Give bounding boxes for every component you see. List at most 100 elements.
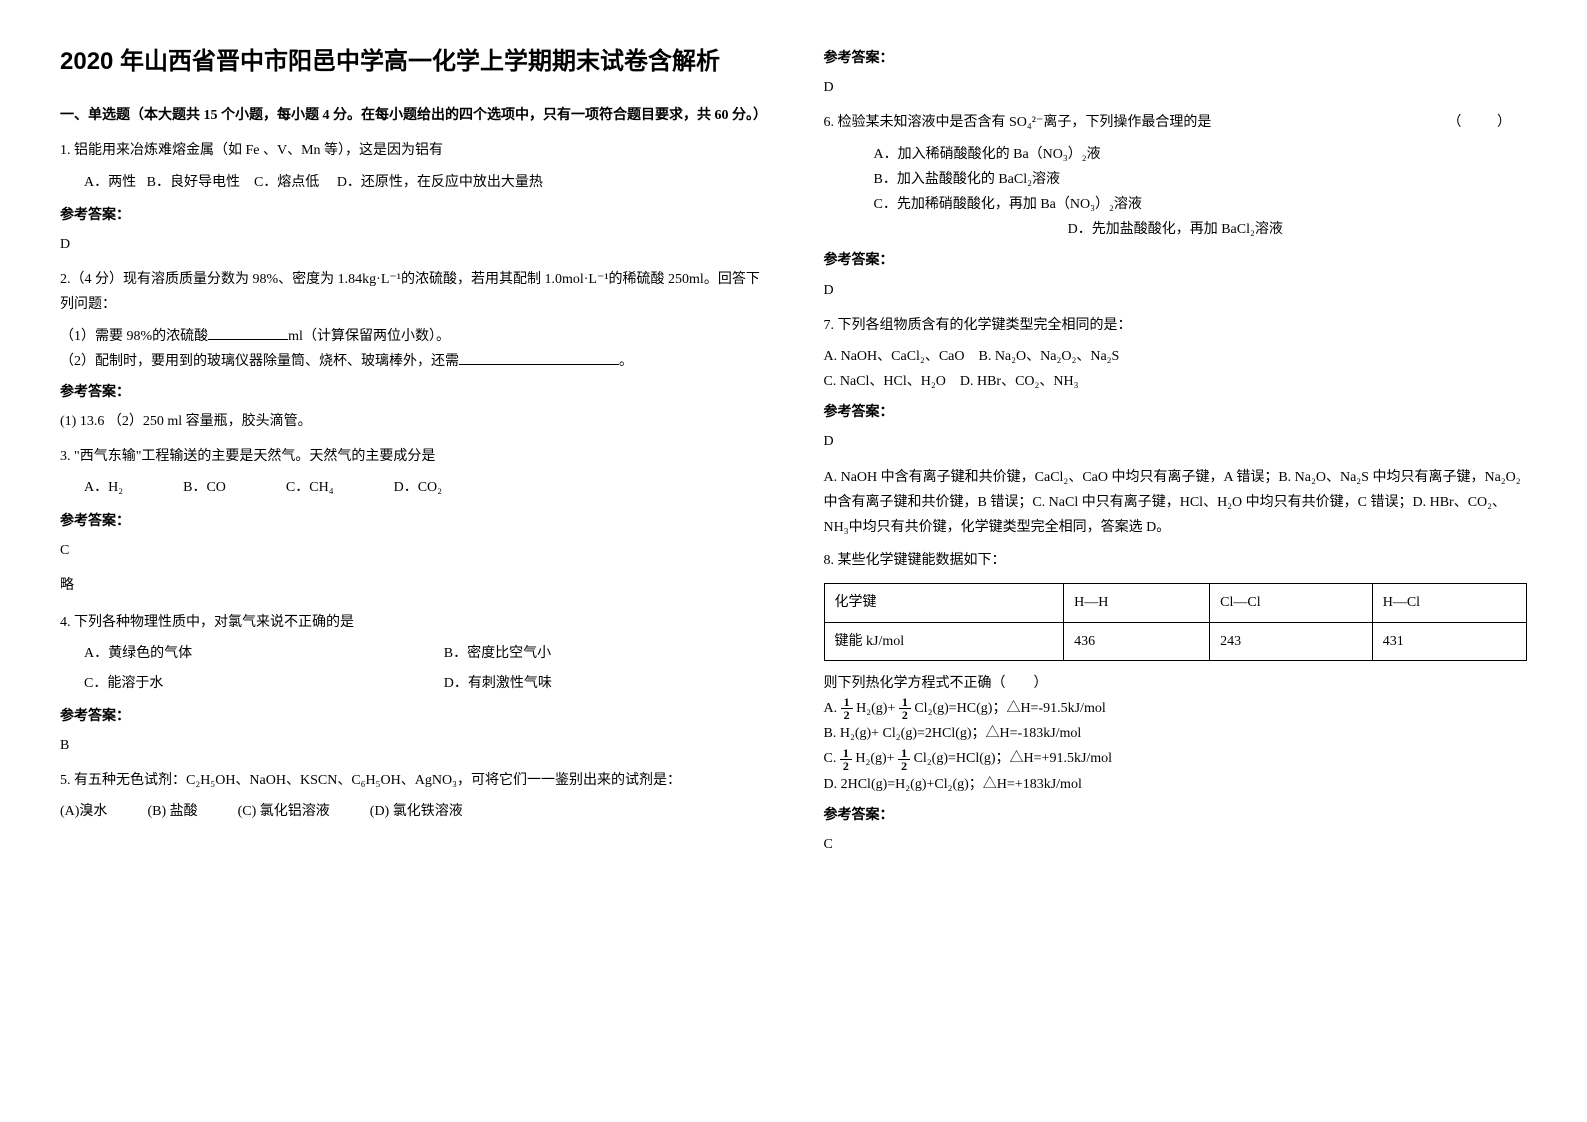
question-text: 4. 下列各种物理性质中，对氯气来说不正确的是 bbox=[60, 610, 764, 635]
table-cell: Cl—Cl bbox=[1210, 584, 1373, 622]
option-a: A. NaOH、CaCl₂、CaO bbox=[824, 349, 965, 364]
answer-value: C bbox=[824, 832, 1528, 857]
opt-c-mid: H₂(g)+ bbox=[852, 751, 898, 766]
option-d: (D) 氯化铁溶液 bbox=[370, 799, 463, 824]
left-column: 2020 年山西省晋中市阳邑中学高一化学上学期期末试卷含解析 一、单选题（本大题… bbox=[60, 40, 764, 867]
right-column: 参考答案： D 6. 检验某未知溶液中是否含有 SO₄²⁻离子，下列操作最合理的… bbox=[824, 40, 1528, 867]
option-c: C．熔点低 bbox=[254, 175, 319, 190]
bond-energy-table: 化学键 H—H Cl—Cl H—Cl 键能 kJ/mol 436 243 431 bbox=[824, 583, 1528, 660]
option-d: D．有刺激性气味 bbox=[444, 671, 764, 696]
blank-input bbox=[459, 364, 619, 365]
table-header-row: 化学键 H—H Cl—Cl H—Cl bbox=[824, 584, 1527, 622]
fraction-icon: 12 bbox=[840, 747, 852, 772]
answer-label: 参考答案： bbox=[824, 46, 1528, 71]
answer-value: B bbox=[60, 733, 764, 758]
option-d: D．先加盐酸酸化，再加 BaCl₂溶液 bbox=[824, 217, 1528, 242]
option-a: (A)溴水 bbox=[60, 799, 107, 824]
options-line-2: C. NaCl、HCl、H₂O D. HBr、CO₂、NH₃ bbox=[824, 369, 1528, 394]
answer-label: 参考答案： bbox=[824, 248, 1528, 273]
answer-paren: （ ） bbox=[1448, 110, 1528, 135]
option-d: D．还原性，在反应中放出大量热 bbox=[337, 175, 543, 190]
question-text: 1. 铝能用来冶炼难熔金属（如 Fe 、V、Mn 等），这是因为铝有 bbox=[60, 138, 764, 163]
option-a: A．加入稀硝酸酸化的 Ba（NO₃）₂液 bbox=[874, 142, 1528, 167]
option-b: (B) 盐酸 bbox=[147, 799, 197, 824]
option-d: D．CO₂ bbox=[394, 475, 442, 500]
option-b: B. H₂(g)+ Cl₂(g)=2HCl(g)；△H=-183kJ/mol bbox=[824, 721, 1528, 746]
option-a: A. 12 H₂(g)+ 12 Cl₂(g)=HC(g)；△H=-91.5kJ/… bbox=[824, 696, 1528, 721]
question-text: 3. "西气东输"工程输送的主要是天然气。天然气的主要成分是 bbox=[60, 444, 764, 469]
option-c: C．先加稀硝酸酸化，再加 Ba（NO₃）₂溶液 bbox=[874, 192, 1528, 217]
table-cell: 化学键 bbox=[824, 584, 1064, 622]
sub2-post: 。 bbox=[619, 354, 633, 369]
table-cell: 436 bbox=[1064, 622, 1210, 660]
option-d: D. HBr、CO₂、NH₃ bbox=[960, 374, 1079, 389]
fraction-icon: 12 bbox=[899, 696, 911, 721]
options-line-1: A. NaOH、CaCl₂、CaO B. Na₂O、Na₂O₂、Na₂S bbox=[824, 344, 1528, 369]
option-b: B．CO bbox=[183, 475, 226, 500]
explanation: A. NaOH 中含有离子键和共价键，CaCl₂、CaO 中均只有离子键，A 错… bbox=[824, 465, 1528, 541]
sub2-pre: （2）配制时，要用到的玻璃仪器除量筒、烧杯、玻璃棒外，还需 bbox=[60, 354, 459, 369]
question-1: 1. 铝能用来冶炼难熔金属（如 Fe 、V、Mn 等），这是因为铝有 A．两性 … bbox=[60, 138, 764, 257]
answer-label: 参考答案： bbox=[60, 380, 764, 405]
sub-text: 则下列热化学方程式不正确（ ） bbox=[824, 671, 1528, 696]
question-2: 2.（4 分）现有溶质质量分数为 98%、密度为 1.84kg·L⁻¹的浓硫酸，… bbox=[60, 267, 764, 434]
option-c: (C) 氯化铝溶液 bbox=[238, 799, 330, 824]
option-a: A．两性 bbox=[84, 175, 136, 190]
blank-input bbox=[208, 339, 288, 340]
question-text: 6. 检验某未知溶液中是否含有 SO₄²⁻离子，下列操作最合理的是 （ ） bbox=[824, 110, 1528, 135]
option-b: B．加入盐酸酸化的 BaCl₂溶液 bbox=[874, 167, 1528, 192]
answer-value: D bbox=[824, 278, 1528, 303]
table-cell: H—Cl bbox=[1372, 584, 1526, 622]
opt-c-tail: Cl₂(g)=HCl(g)；△H=+91.5kJ/mol bbox=[910, 751, 1112, 766]
question-text: 5. 有五种无色试剂：C₂H₅OH、NaOH、KSCN、C₆H₅OH、AgNO₃… bbox=[60, 768, 764, 793]
table-cell: 431 bbox=[1372, 622, 1526, 660]
table-row: 键能 kJ/mol 436 243 431 bbox=[824, 622, 1527, 660]
opt-a-mid: H₂(g)+ bbox=[853, 701, 899, 716]
answer-label: 参考答案： bbox=[60, 509, 764, 534]
fraction-icon: 12 bbox=[898, 747, 910, 772]
question-7: 7. 下列各组物质含有的化学键类型完全相同的是： A. NaOH、CaCl₂、C… bbox=[824, 313, 1528, 541]
section-1-header: 一、单选题（本大题共 15 个小题，每小题 4 分。在每小题给出的四个选项中，只… bbox=[60, 103, 764, 128]
opt-a-tail: Cl₂(g)=HC(g)；△H=-91.5kJ/mol bbox=[911, 701, 1106, 716]
options-row: (A)溴水 (B) 盐酸 (C) 氯化铝溶液 (D) 氯化铁溶液 bbox=[60, 799, 764, 824]
option-c: C．CH₄ bbox=[286, 475, 334, 500]
option-d: D. 2HCl(g)=H₂(g)+Cl₂(g)；△H=+183kJ/mol bbox=[824, 772, 1528, 797]
table-cell: H—H bbox=[1064, 584, 1210, 622]
question-3: 3. "西气东输"工程输送的主要是天然气。天然气的主要成分是 A．H₂ B．CO… bbox=[60, 444, 764, 598]
option-b: B. Na₂O、Na₂O₂、Na₂S bbox=[978, 349, 1119, 364]
answer-label: 参考答案： bbox=[824, 400, 1528, 425]
option-b: B．密度比空气小 bbox=[444, 641, 764, 666]
option-c: C．能溶于水 bbox=[84, 671, 404, 696]
question-text: 8. 某些化学键键能数据如下： bbox=[824, 548, 1528, 573]
table-cell: 键能 kJ/mol bbox=[824, 622, 1064, 660]
option-c: C. NaCl、HCl、H₂O bbox=[824, 374, 946, 389]
option-a: A．H₂ bbox=[84, 475, 123, 500]
exam-title: 2020 年山西省晋中市阳邑中学高一化学上学期期末试卷含解析 bbox=[60, 40, 764, 83]
sub1-post: ml（计算保留两位小数）。 bbox=[288, 329, 450, 344]
question-4: 4. 下列各种物理性质中，对氯气来说不正确的是 A．黄绿色的气体 B．密度比空气… bbox=[60, 610, 764, 758]
answer-value: (1) 13.6 （2）250 ml 容量瓶，胶头滴管。 bbox=[60, 409, 764, 434]
answer-label: 参考答案： bbox=[60, 203, 764, 228]
question-5: 5. 有五种无色试剂：C₂H₅OH、NaOH、KSCN、C₆H₅OH、AgNO₃… bbox=[60, 768, 764, 824]
sub-question-1: （1）需要 98%的浓硫酸 ml（计算保留两位小数）。 bbox=[60, 324, 764, 349]
explanation: 略 bbox=[60, 573, 764, 598]
option-a: A．黄绿色的气体 bbox=[84, 641, 404, 666]
question-6: 6. 检验某未知溶液中是否含有 SO₄²⁻离子，下列操作最合理的是 （ ） A．… bbox=[824, 110, 1528, 302]
question-8: 8. 某些化学键键能数据如下： 化学键 H—H Cl—Cl H—Cl 键能 kJ… bbox=[824, 548, 1528, 857]
answer-value: C bbox=[60, 538, 764, 563]
answer-value: D bbox=[824, 75, 1528, 100]
option-b: B．良好导电性 bbox=[147, 175, 240, 190]
answer-value: D bbox=[60, 232, 764, 257]
options-grid: A．黄绿色的气体 B．密度比空气小 C．能溶于水 D．有刺激性气味 bbox=[84, 641, 764, 695]
answer-label: 参考答案： bbox=[60, 704, 764, 729]
sub-question-2: （2）配制时，要用到的玻璃仪器除量筒、烧杯、玻璃棒外，还需 。 bbox=[60, 349, 764, 374]
table-cell: 243 bbox=[1210, 622, 1373, 660]
answer-label: 参考答案： bbox=[824, 803, 1528, 828]
options-row: A．两性 B．良好导电性 C．熔点低 D．还原性，在反应中放出大量热 bbox=[84, 170, 764, 195]
q6-stem: 6. 检验某未知溶液中是否含有 SO₄²⁻离子，下列操作最合理的是 bbox=[824, 115, 1212, 130]
option-c: C. 12 H₂(g)+ 12 Cl₂(g)=HCl(g)；△H=+91.5kJ… bbox=[824, 746, 1528, 771]
options-row: A．H₂ B．CO C．CH₄ D．CO₂ bbox=[84, 475, 764, 500]
sub1-pre: （1）需要 98%的浓硫酸 bbox=[60, 329, 208, 344]
question-text: 7. 下列各组物质含有的化学键类型完全相同的是： bbox=[824, 313, 1528, 338]
answer-value: D bbox=[824, 429, 1528, 454]
